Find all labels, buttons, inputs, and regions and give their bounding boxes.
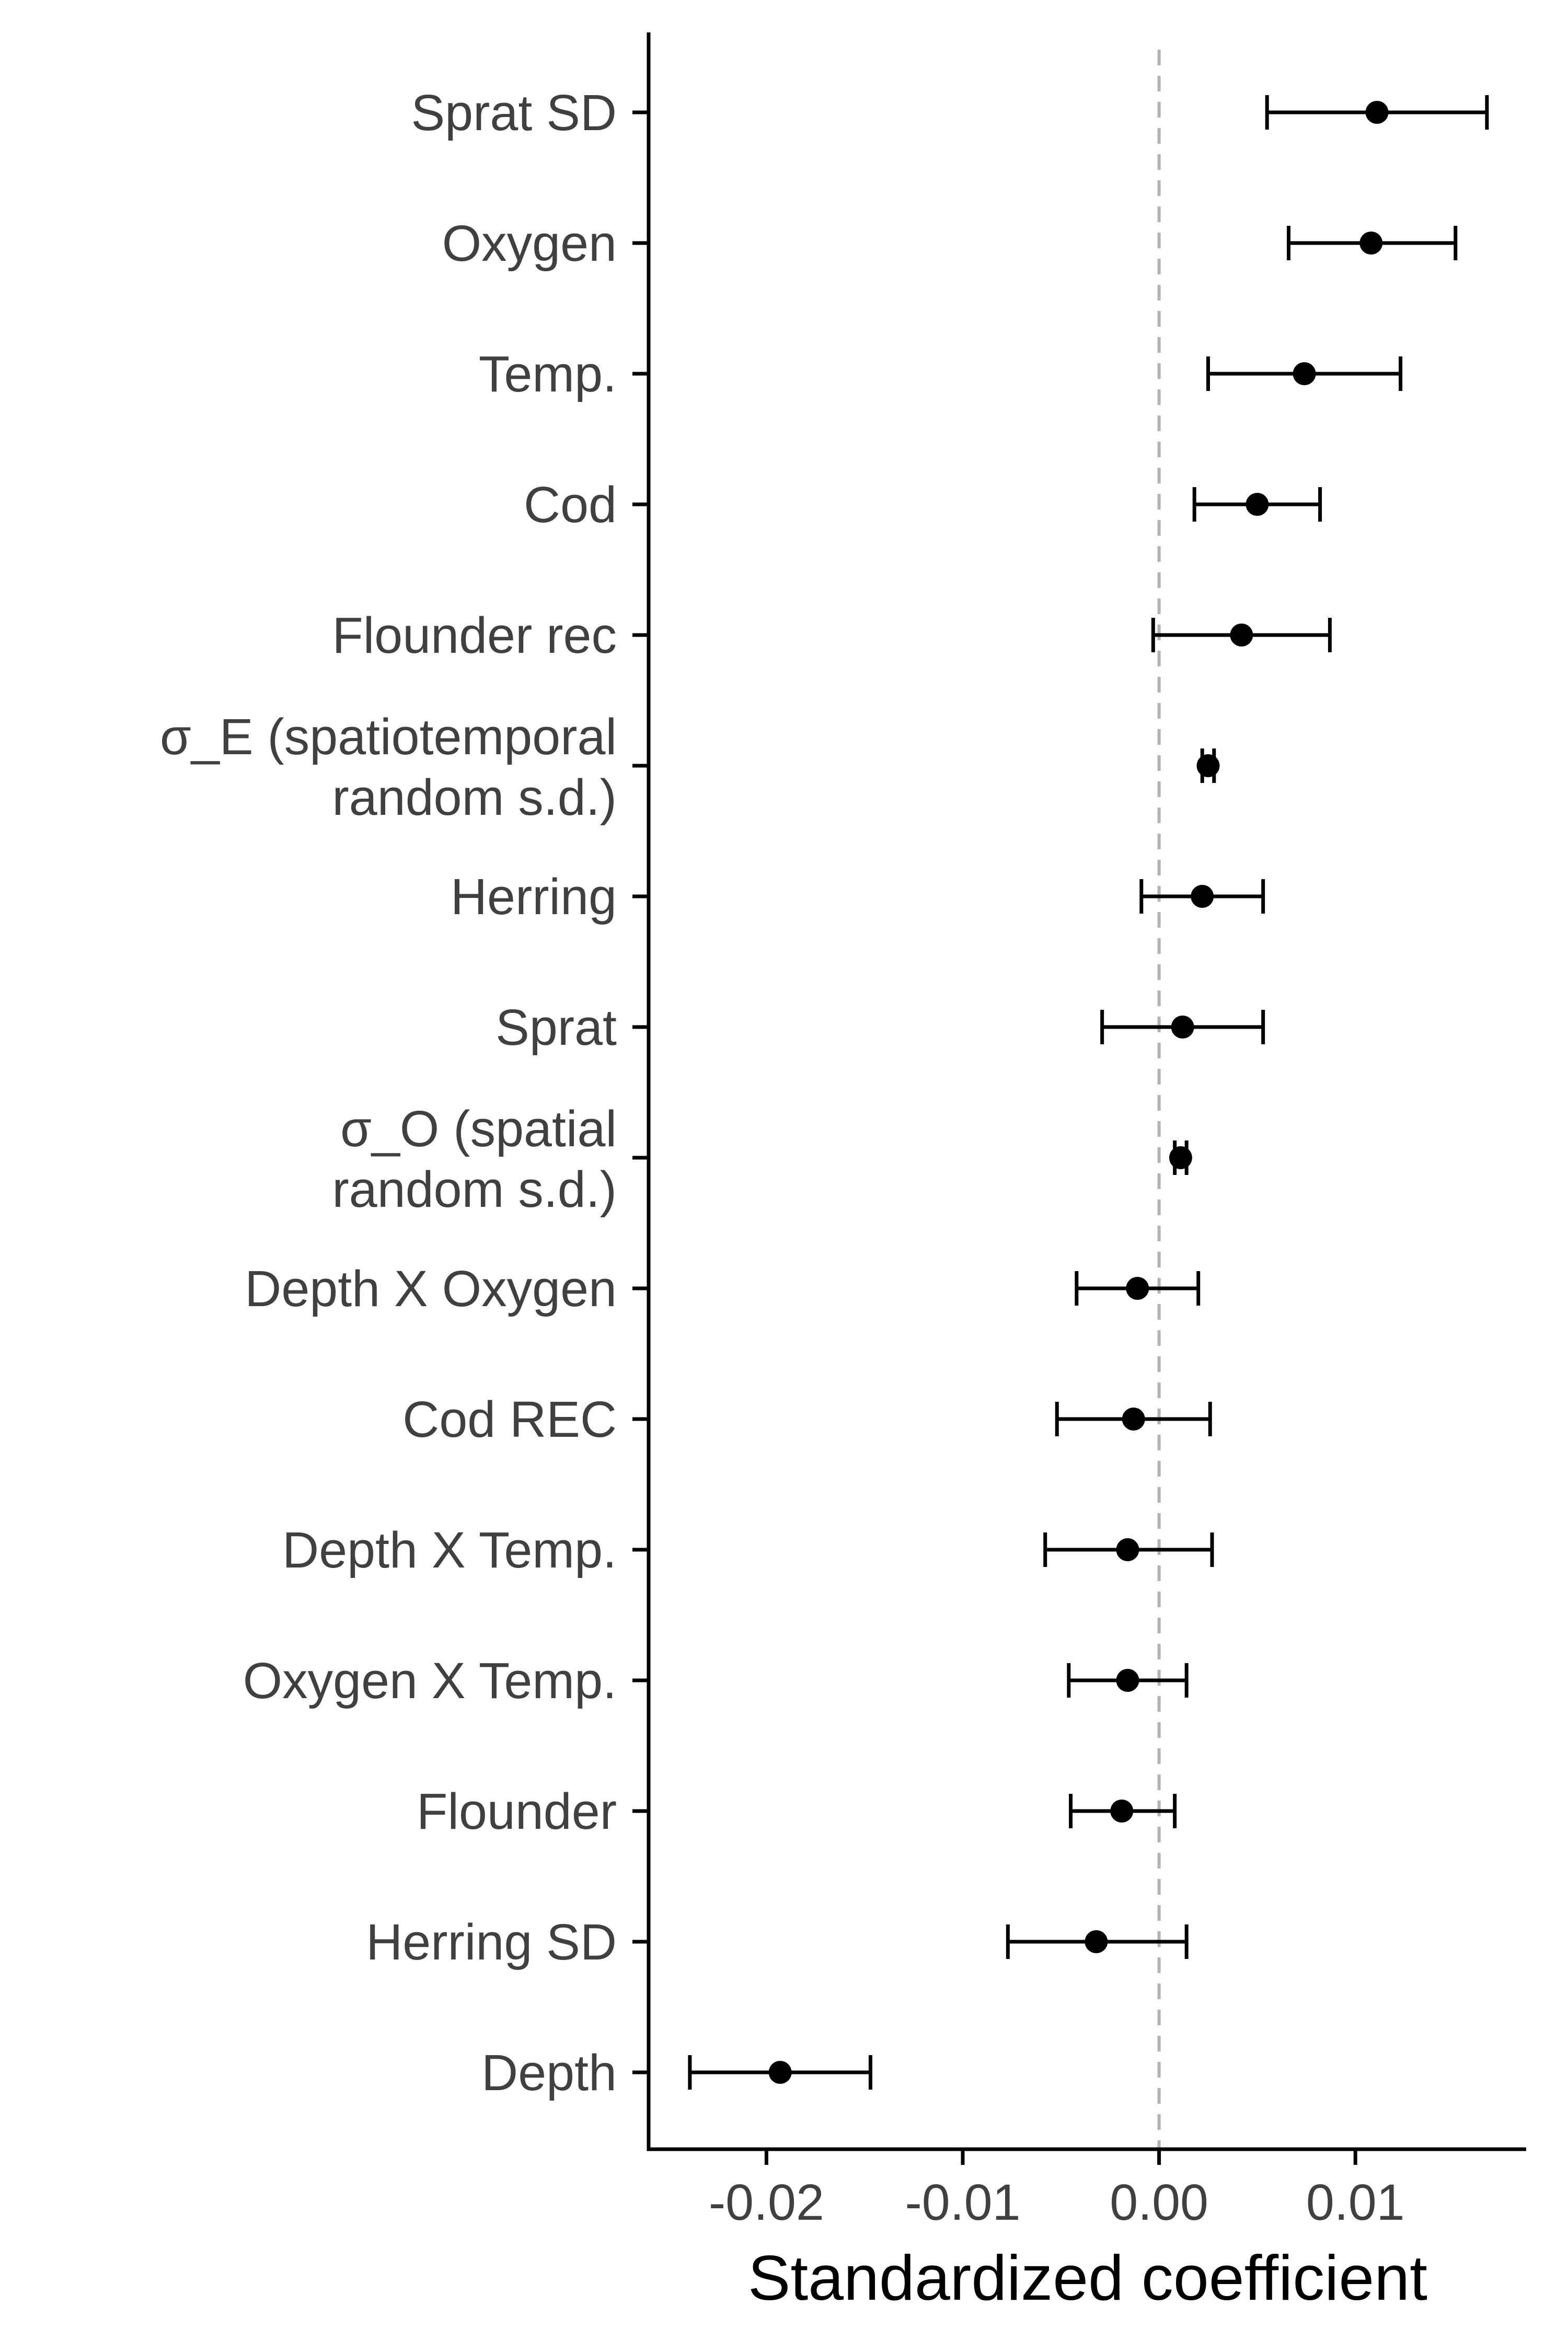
category-label: Flounder bbox=[417, 1783, 617, 1840]
category-label: Depth X Oxygen bbox=[245, 1260, 617, 1317]
x-tick-label: -0.01 bbox=[905, 2174, 1020, 2231]
error-bars-layer bbox=[688, 95, 1489, 2090]
estimate-point bbox=[1171, 1016, 1194, 1039]
x-axis-title: Standardized coefficient bbox=[748, 2242, 1427, 2313]
category-label-line: σ_E (spatiotemporal bbox=[160, 708, 617, 765]
category-label-line: σ_O (spatial bbox=[340, 1100, 617, 1157]
category-label: σ_E (spatiotemporal random s.d.) bbox=[160, 708, 617, 826]
estimate-point bbox=[1116, 1538, 1139, 1561]
category-label: Temp. bbox=[479, 345, 617, 402]
estimate-point bbox=[1110, 1800, 1134, 1823]
estimate-point bbox=[1246, 493, 1269, 516]
estimate-point bbox=[1169, 1146, 1192, 1169]
category-label: Depth bbox=[481, 2044, 617, 2101]
category-label: Flounder rec bbox=[332, 607, 617, 664]
estimate-point bbox=[1191, 885, 1214, 908]
category-label: Oxygen X Temp. bbox=[243, 1652, 617, 1709]
estimate-point bbox=[1365, 101, 1389, 124]
estimate-point bbox=[1085, 1930, 1108, 1953]
points-layer bbox=[768, 101, 1389, 2084]
category-label-line: random s.d.) bbox=[332, 1161, 617, 1218]
category-label: Herring SD bbox=[366, 1913, 617, 1970]
x-tick-label: 0.01 bbox=[1306, 2174, 1405, 2231]
category-label: Oxygen bbox=[442, 215, 617, 272]
estimate-point bbox=[1122, 1408, 1145, 1431]
category-label: Herring bbox=[451, 868, 617, 925]
estimate-point bbox=[1293, 362, 1316, 385]
category-label: Sprat bbox=[495, 999, 617, 1056]
category-label: Cod bbox=[524, 476, 617, 533]
estimate-point bbox=[1116, 1669, 1139, 1692]
x-tick-label: -0.02 bbox=[709, 2174, 824, 2231]
estimate-point bbox=[1196, 754, 1220, 777]
category-labels-layer: Sprat SD Oxygen Temp. Cod Flounder rec σ_E (s… bbox=[160, 84, 649, 2101]
axes-layer bbox=[647, 32, 1526, 2151]
estimate-point bbox=[1359, 232, 1383, 255]
x-ticks-layer: -0.02 -0.01 0.00 0.01 bbox=[709, 2149, 1405, 2231]
estimate-point bbox=[1230, 624, 1253, 647]
estimate-point bbox=[768, 2061, 792, 2084]
category-label: Sprat SD bbox=[411, 84, 617, 141]
category-label: σ_O (spatial random s.d.) bbox=[332, 1100, 617, 1218]
category-label: Cod REC bbox=[402, 1391, 617, 1448]
x-tick-label: 0.00 bbox=[1110, 2174, 1208, 2231]
category-label: Depth X Temp. bbox=[282, 1521, 617, 1578]
estimate-point bbox=[1126, 1277, 1149, 1300]
category-label-line: random s.d.) bbox=[332, 769, 617, 826]
